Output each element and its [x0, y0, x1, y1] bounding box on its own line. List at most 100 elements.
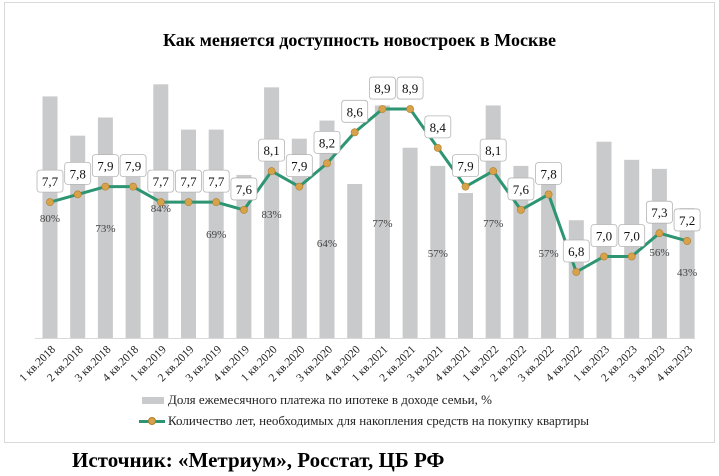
- svg-text:7,2: 7,2: [679, 213, 695, 228]
- line-marker: [544, 190, 553, 199]
- bar: [125, 162, 141, 338]
- line-marker: [129, 182, 137, 191]
- line-value-label: 6,8: [562, 239, 590, 263]
- svg-text:8,1: 8,1: [263, 143, 279, 158]
- line-marker: [517, 206, 525, 214]
- line-marker: [239, 206, 248, 214]
- line-marker: [101, 182, 110, 191]
- svg-text:8,9: 8,9: [374, 81, 390, 96]
- bar: [374, 105, 390, 339]
- line-value-label: 8,1: [479, 138, 507, 162]
- svg-text:7,0: 7,0: [624, 228, 640, 243]
- line-marker: [267, 167, 276, 176]
- line-value-label: 8,2: [313, 130, 341, 154]
- line-value-label: 7,9: [119, 154, 147, 178]
- line-value-label: 7,6: [507, 177, 535, 201]
- bar: [319, 120, 335, 338]
- line-marker: [489, 167, 498, 176]
- line-value-label: 8,9: [368, 76, 396, 100]
- bar: [624, 159, 640, 338]
- bar: [181, 129, 196, 338]
- svg-text:7,7: 7,7: [208, 174, 225, 189]
- bar: [485, 105, 501, 339]
- line-value-label: 7,0: [618, 224, 646, 247]
- bar: [568, 220, 584, 338]
- bar-value-label: 77%: [483, 218, 503, 230]
- line-marker: [572, 268, 581, 276]
- bar-value-label: 56%: [649, 247, 669, 259]
- svg-text:8,9: 8,9: [402, 81, 418, 96]
- svg-text:7,0: 7,0: [596, 228, 612, 243]
- line-marker: [156, 198, 165, 207]
- bar: [42, 96, 58, 339]
- line-value-label: 7,8: [535, 161, 562, 185]
- line-marker: [433, 143, 442, 152]
- svg-text:8,2: 8,2: [319, 135, 335, 150]
- svg-text:7,7: 7,7: [180, 174, 197, 189]
- bar-value-label: 57%: [539, 248, 559, 260]
- line-marker: [73, 190, 82, 199]
- line-marker: [406, 105, 414, 113]
- line-marker: [378, 105, 387, 113]
- line-marker: [295, 182, 304, 191]
- line-series: [49, 107, 688, 274]
- svg-text:7,8: 7,8: [540, 166, 556, 181]
- bar-value-label: 73%: [95, 223, 115, 235]
- line-value-label: 7,6: [230, 177, 258, 201]
- svg-text:7,7: 7,7: [42, 174, 59, 189]
- line-value-label: 7,7: [175, 169, 202, 193]
- bar: [291, 138, 307, 338]
- bar-value-label: 57%: [428, 248, 448, 260]
- svg-text:7,7: 7,7: [153, 174, 170, 189]
- legend-label-line: Количество лет, необходимых для накоплен…: [168, 413, 589, 428]
- line-marker: [655, 229, 664, 238]
- line-marker: [600, 252, 608, 261]
- bar-value-label: 43%: [677, 267, 697, 279]
- bar-value-label: 77%: [372, 218, 392, 230]
- bar-swatch-icon: [142, 396, 164, 404]
- legend-label-bar: Доля ежемесячного платежа по ипотеке в д…: [168, 392, 492, 407]
- svg-text:7,9: 7,9: [97, 159, 113, 174]
- svg-text:7,6: 7,6: [513, 182, 530, 197]
- line-value-label: 7,7: [202, 169, 230, 193]
- line-value-label: 7,3: [646, 200, 673, 224]
- source-caption: Источник: «Метриум», Росстат, ЦБ РФ: [72, 448, 445, 472]
- line-value-label: 7,7: [36, 169, 64, 193]
- line-marker: [461, 182, 470, 191]
- bar: [347, 183, 363, 338]
- chart-plot: 80% 73% 84% 69% 83% 64% 77% 57% 77% 57% 56% 43% 7,7 7…: [17, 76, 701, 384]
- line-value-label: 7,9: [285, 154, 313, 178]
- svg-text:7,9: 7,9: [457, 159, 473, 174]
- legend-item-line: Количество лет, необходимых для накоплен…: [139, 413, 589, 429]
- bar: [458, 193, 473, 338]
- line-value-label: 7,7: [147, 169, 175, 193]
- svg-text:8,1: 8,1: [485, 143, 501, 158]
- line-marker: [323, 159, 331, 168]
- svg-text:7,8: 7,8: [70, 166, 86, 181]
- svg-text:7,6: 7,6: [236, 182, 253, 197]
- line-marker: [683, 237, 691, 245]
- bar-value-label: 83%: [262, 209, 282, 221]
- line-value-label: 8,4: [424, 115, 452, 139]
- line-value-label: 8,9: [396, 76, 424, 100]
- line-value-label: 7,9: [452, 154, 479, 178]
- line-marker-swatch-icon: [139, 416, 165, 426]
- line-marker: [184, 198, 193, 207]
- bar: [402, 147, 418, 338]
- line-marker: [350, 128, 359, 137]
- line-marker: [212, 198, 221, 207]
- svg-text:7,3: 7,3: [651, 205, 667, 220]
- line-value-label: 7,2: [673, 208, 701, 232]
- bar-value-label: 80%: [40, 213, 60, 225]
- line-marker: [46, 198, 54, 207]
- line-value-label: 8,1: [258, 138, 286, 162]
- bar: [70, 135, 86, 338]
- bar: [236, 174, 252, 338]
- line-value-label: 7,8: [64, 161, 92, 185]
- svg-text:6,8: 6,8: [568, 244, 584, 259]
- svg-text:8,4: 8,4: [430, 120, 447, 135]
- svg-text:7,9: 7,9: [291, 159, 307, 174]
- legend-item-bar: Доля ежемесячного платежа по ипотеке в д…: [142, 392, 492, 408]
- bar-value-label: 84%: [151, 203, 171, 215]
- bar: [153, 84, 169, 338]
